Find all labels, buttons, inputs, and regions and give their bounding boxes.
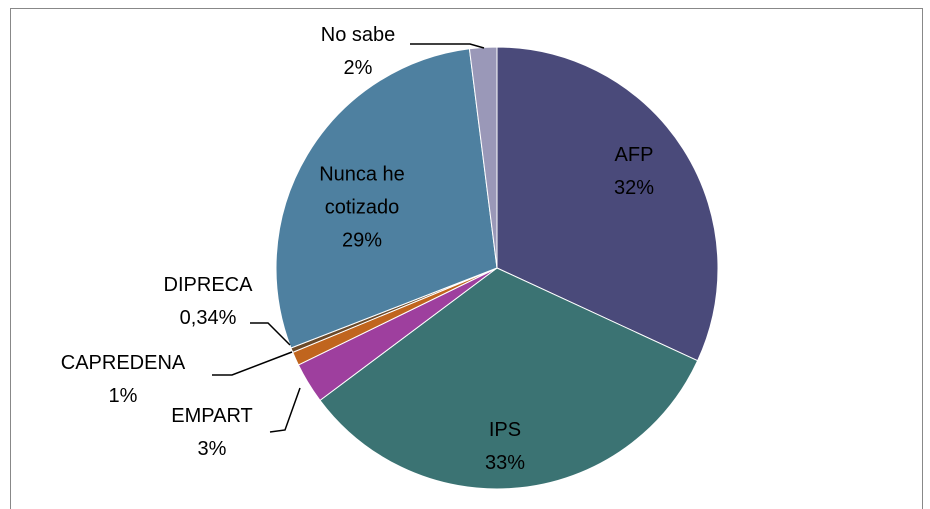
data-label: DIPRECA 0,34% [128, 269, 288, 335]
data-label: CAPREDENA 1% [38, 347, 208, 413]
slice-value: 1% [108, 385, 138, 407]
slice-value: 2% [343, 57, 373, 79]
leader-line [212, 351, 293, 376]
pie-slice [275, 48, 498, 349]
data-label: Nunca he cotizado 29% [307, 159, 417, 258]
pie [275, 46, 719, 490]
data-label: IPS 33% [445, 414, 565, 480]
leader-line [269, 387, 301, 433]
data-label: No sabe 2% [288, 19, 428, 85]
slice-value: 33% [484, 452, 526, 474]
leader-lines [212, 43, 485, 433]
slice-value: 29% [341, 229, 383, 252]
chart-border [10, 8, 923, 509]
data-label: EMPART 3% [132, 400, 292, 466]
leader-line [250, 322, 291, 346]
leader-line [410, 43, 485, 49]
slice-name: AFP [614, 144, 654, 166]
slice-name: CAPREDENA [60, 352, 186, 374]
pie-slice [496, 46, 719, 362]
slice-name: DIPRECA [163, 274, 253, 296]
slice-name: IPS [488, 419, 522, 441]
slice-name: Nunca he cotizado [319, 163, 405, 219]
slice-value: 32% [613, 177, 655, 199]
slice-name: No sabe [320, 24, 396, 46]
data-label: AFP 32% [574, 139, 694, 205]
slice-value: 3% [197, 438, 227, 460]
slice-value: 0,34% [179, 307, 237, 329]
slice-name: EMPART [171, 405, 253, 427]
pie-slice [319, 267, 699, 490]
